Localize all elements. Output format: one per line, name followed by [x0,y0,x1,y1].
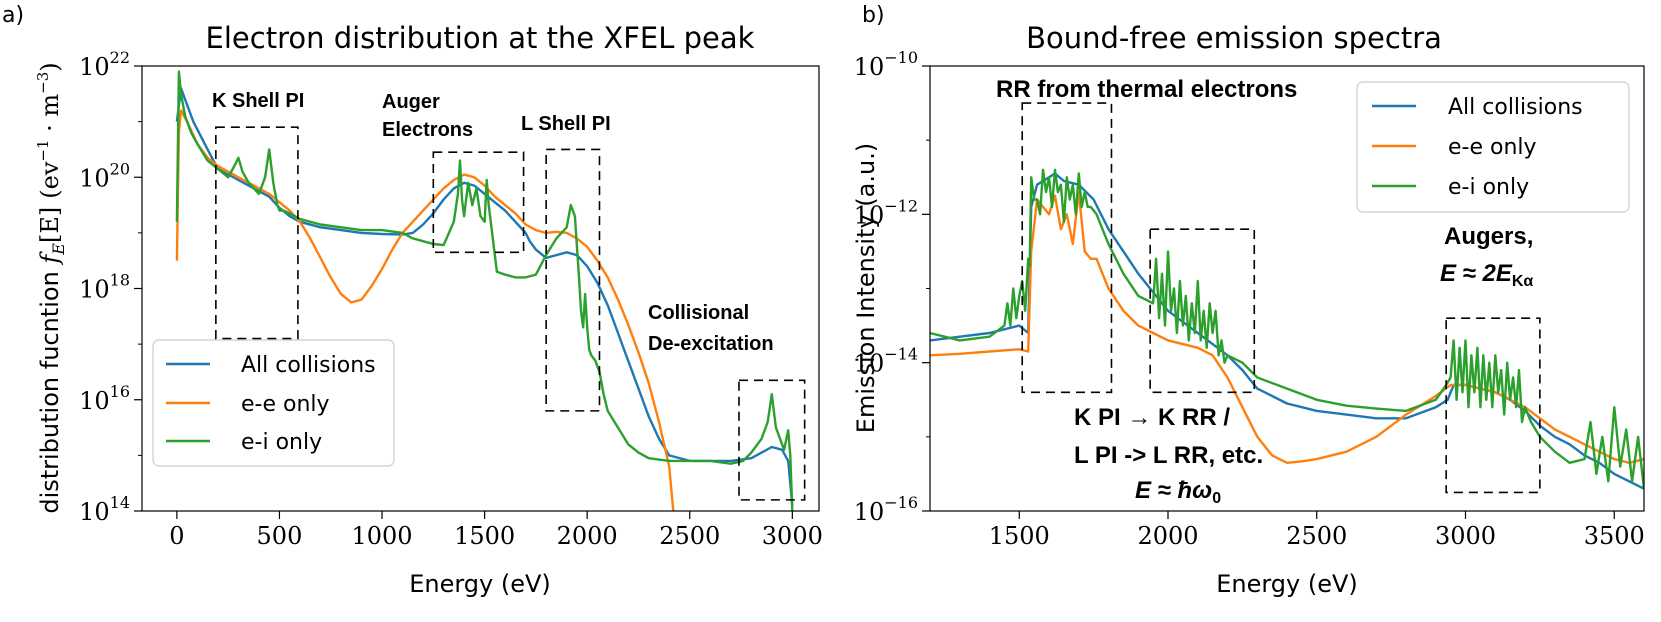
chart-b-ytick-label: 10−10 [854,48,918,81]
chart-b-box-1 [1021,102,1113,394]
chart-a-box-3 [545,148,601,412]
chart-a-xtick-label: 2000 [557,522,618,550]
chart-a-series-e-e-only [175,109,675,511]
chart-a-ylabel-u3: ) [36,62,64,71]
chart-b: Bound-free emission spectra 1500 2000 2500… [852,21,1645,598]
chart-a-annotation-k-shell: K Shell PI [212,90,304,112]
chart-a-xtick-label: 1000 [351,522,412,550]
chart-b-annotation-rr-thermal: RR from thermal electrons [996,76,1297,103]
chart-a-legend-box [152,339,395,467]
chart-a-title: Electron distribution at the XFEL peak [206,21,755,55]
chart-b-annotation-kpi-eq-sub: 0 [1212,490,1221,507]
chart-a-xlabel: Energy (eV) [409,570,551,598]
chart-a-annotation-collisional-1: Collisional [648,302,749,324]
chart-b-legend-all: All collisions [1448,95,1583,120]
chart-a-ytick-label: 1018 [79,271,130,304]
panel-label-b: b) [862,3,885,28]
chart-b-xtick-label: 3500 [1584,522,1645,550]
chart-a-xtick-label: 3000 [762,522,823,550]
chart-b-annotation-augers-eq-sub: Kα [1512,273,1534,290]
chart-a-ytick-label: 1020 [79,159,130,192]
chart-b-xtick-label: 3000 [1435,522,1496,550]
chart-a-xtick-label: 0 [169,522,184,550]
chart-b-annotation-augers: Augers, [1444,223,1533,250]
chart-a-xtick-label: 2500 [659,522,720,550]
chart-b-annotation-boxes [1021,102,1541,494]
chart-b-xlabel: Energy (eV) [1216,570,1358,598]
chart-a-ylabel: distribution fucntion fE[E](ev−1 · m−3) [34,62,68,513]
chart-a-ylabel-u2: · m [36,94,64,140]
chart-a-annotation-boxes [215,126,806,501]
chart-b-ytick-label: 10−12 [854,196,918,229]
chart-b-xtick-label: 1500 [989,522,1050,550]
chart-b-xtick-label: 2500 [1286,522,1347,550]
chart-a-annotation-collisional-2: De-excitation [648,333,774,355]
chart-a-xtick-label: 500 [257,522,303,550]
chart-a-ylabel-u1sup: −1 [34,140,52,162]
chart-b-xtick-label: 2000 [1137,522,1198,550]
chart-a-box-4 [738,379,806,501]
chart-a-legend-all: All collisions [241,353,376,378]
chart-a-series-group [175,70,794,511]
chart-b-ytick-label: 10−14 [854,345,918,378]
chart-a-box-2 [432,151,525,254]
chart-a-ylabel-u2sup: −3 [34,72,52,94]
chart-a-xtick-label: 1500 [454,522,515,550]
chart-b-legend: All collisions e-e only e-i only [1356,81,1630,213]
chart-a-ytick-label: 1014 [79,493,130,526]
chart-a-series-e-i-only [175,70,794,511]
chart-a-annotation-l-shell: L Shell PI [521,113,611,135]
chart-a: Electron distribution at the XFEL peak 0… [34,21,823,598]
chart-b-series-e-i-only [930,168,1644,489]
chart-b-annotation-kpi-1: K PI → K RR / [1074,404,1230,431]
chart-b-title: Bound-free emission spectra [1026,21,1442,55]
chart-b-legend-ei: e-i only [1448,175,1529,200]
chart-b-annotation-kpi-eq: E ≈ ħω0 [1135,477,1221,507]
chart-a-ylabel-main: distribution fucntion [36,264,64,514]
chart-a-legend: All collisions e-e only e-i only [152,339,395,467]
chart-b-ytick-label: 10−16 [854,493,918,526]
chart-a-ylabel-sub: E [49,243,68,256]
chart-b-frame [929,65,1645,512]
chart-a-ylabel-br: [E] [36,207,64,243]
chart-a-legend-ei: e-i only [241,430,322,455]
chart-b-box-3 [1445,317,1541,494]
chart-a-annotation-auger-2: Electrons [382,119,473,141]
chart-b-annotation-augers-eq-main: E ≈ 2E [1440,260,1513,287]
chart-b-box-2 [1149,228,1256,394]
chart-b-ticks: 1500 2000 2500 3000 3500 10−16 10−14 10−12 10−10 [854,48,1645,550]
chart-b-annotation-kpi-2: L PI -> L RR, etc. [1074,442,1263,469]
chart-a-legend-ee: e-e only [241,392,330,417]
chart-a-ylabel-u1: (ev [36,161,64,199]
chart-b-series-group [930,168,1644,490]
chart-b-legend-ee: e-e only [1448,135,1537,160]
panel-label-a: a) [2,3,24,28]
chart-b-annotation-augers-eq: E ≈ 2EKα [1440,260,1533,290]
chart-a-ytick-label: 1016 [79,382,130,415]
chart-b-series-all-collisions [930,172,1644,490]
chart-a-box-1 [215,126,299,340]
chart-b-legend-box [1356,81,1630,213]
chart-b-annotation-kpi-eq-main: E ≈ ħω [1135,477,1212,504]
chart-a-annotation-auger-1: Auger [382,91,440,113]
chart-a-ticks: 0 500 1000 1500 2000 2500 3000 1014 1016 1018 1020… [79,48,823,550]
chart-b-ylabel: Emission Intensity (a.u.) [852,143,880,433]
chart-a-frame [141,65,820,512]
chart-a-ytick-label: 1022 [79,48,130,81]
